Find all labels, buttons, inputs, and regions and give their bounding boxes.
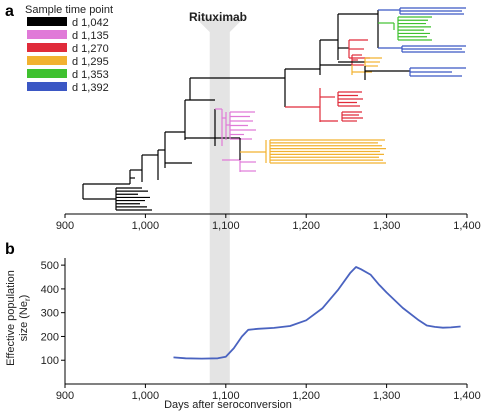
line-chart-plot bbox=[173, 266, 461, 360]
legend-title: Sample time point bbox=[25, 4, 113, 16]
legend-swatch bbox=[27, 43, 67, 52]
phylogenetic-tree bbox=[82, 7, 466, 211]
tree-x-axis: 900 1,000 1,100 1,200 1,300 1,400 bbox=[56, 213, 481, 232]
legend-swatch bbox=[27, 56, 67, 65]
y-tick-label: 200 bbox=[41, 331, 59, 343]
x-tick-label: 1,400 bbox=[453, 220, 481, 232]
y-tick-label: 500 bbox=[41, 260, 59, 272]
rituximab-annotation: Rituximab bbox=[189, 10, 247, 24]
x-tick-label: 1,400 bbox=[453, 390, 481, 402]
panel-b-label: b bbox=[5, 241, 15, 258]
x-tick-label: 1,200 bbox=[292, 220, 320, 232]
y-tick-label: 400 bbox=[41, 284, 59, 296]
y-axis-label-subscript: r bbox=[23, 298, 32, 301]
x-tick-label: 1,200 bbox=[292, 390, 320, 402]
panel-a-label: a bbox=[5, 3, 14, 20]
legend-swatch bbox=[27, 30, 67, 39]
line-chart-axes: 900 1,000 1,100 1,200 1,300 1,400 100 200 300 400… bbox=[41, 258, 481, 402]
x-tick-label: 1,000 bbox=[132, 390, 160, 402]
rituximab-band bbox=[195, 18, 244, 384]
legend-entry: d 1,042 bbox=[72, 17, 109, 29]
legend-entry: d 1,135 bbox=[72, 30, 109, 42]
legend-entry: d 1,353 bbox=[72, 69, 109, 81]
legend-entry: d 1,270 bbox=[72, 43, 109, 55]
rituximab-shade bbox=[195, 18, 244, 384]
x-tick-label: 1,100 bbox=[212, 220, 240, 232]
x-axis-label: Days after seroconversion bbox=[164, 399, 292, 411]
y-axis-label-line1: Effective population bbox=[5, 270, 17, 366]
y-axis-label-main: size (Ne bbox=[18, 301, 30, 341]
legend-entry: d 1,295 bbox=[72, 56, 109, 68]
x-tick-label: 1,300 bbox=[373, 220, 401, 232]
y-axis-label-line2: size (Ner) bbox=[18, 295, 32, 342]
y-axis-label: Effective population size (Ner) bbox=[5, 270, 32, 366]
x-tick-label: 900 bbox=[56, 220, 74, 232]
x-tick-label: 1,000 bbox=[132, 220, 160, 232]
legend-swatch bbox=[27, 17, 67, 26]
legend-swatch bbox=[27, 69, 67, 78]
x-tick-label: 1,300 bbox=[373, 390, 401, 402]
y-tick-label: 300 bbox=[41, 308, 59, 320]
y-tick-label: 100 bbox=[41, 355, 59, 367]
y-axis-label-close: ) bbox=[18, 295, 30, 299]
legend-entry: d 1,392 bbox=[72, 82, 109, 94]
series-line bbox=[173, 266, 461, 360]
legend-swatch bbox=[27, 82, 67, 91]
x-tick-label: 1,100 bbox=[212, 390, 240, 402]
x-tick-label: 900 bbox=[56, 390, 74, 402]
